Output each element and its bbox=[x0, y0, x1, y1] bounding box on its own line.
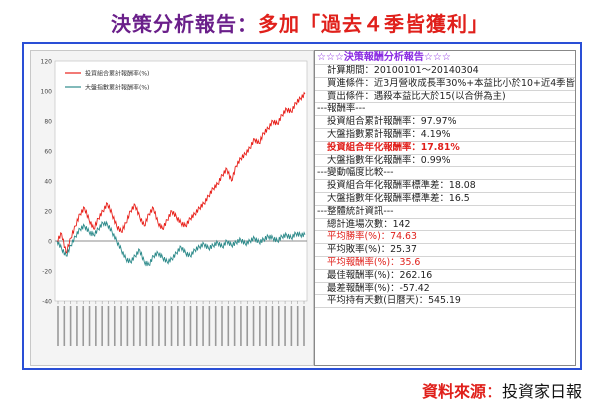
x-tick-label-stub bbox=[303, 306, 305, 346]
x-tick-label-stub bbox=[246, 306, 249, 346]
report-row: 買進條件：近3月營收成長率30%+本益比小於10+近4季皆獲利 bbox=[315, 78, 575, 91]
report-row: ---變動幅度比較--- bbox=[315, 167, 575, 181]
x-tick-label-stub bbox=[101, 306, 103, 346]
report-frame: -40 -20 0 20 40 60 80 100 120 投資組合累計報酬率(%) 大盤指數累計… bbox=[22, 42, 582, 370]
x-tick-label-stub bbox=[95, 306, 97, 346]
y-tick-label: -20 bbox=[42, 269, 52, 276]
x-tick-label-stub bbox=[57, 306, 59, 346]
x-tick-label-stub bbox=[227, 306, 230, 346]
report-row: 最差報酬率(%)：-57.42 bbox=[315, 283, 575, 296]
report-row: 大盤指數年化報酬率：0.99% bbox=[315, 155, 575, 168]
x-tick-label-stub bbox=[240, 306, 242, 346]
x-tick-label-stub bbox=[69, 306, 72, 346]
y-tick-label: 0 bbox=[48, 239, 52, 246]
x-tick-label-stub bbox=[107, 306, 110, 346]
x-tick-label-stub bbox=[290, 306, 293, 346]
page-title: 決策分析報告：多加「過去４季皆獲利」 bbox=[0, 8, 600, 37]
report-row: 投資組合累計報酬率：97.97% bbox=[315, 116, 575, 129]
report-row: 投資組合年化報酬率標準差：18.08 bbox=[315, 180, 575, 193]
x-tick-label-stub bbox=[202, 306, 204, 346]
x-tick-label-stub bbox=[259, 306, 261, 346]
x-tick-label-stub bbox=[271, 306, 274, 346]
legend-label: 投資組合累計報酬率(%) bbox=[85, 70, 149, 78]
legend-label: 大盤指數累計報酬率(%) bbox=[85, 84, 149, 92]
y-tick-label: 40 bbox=[44, 179, 52, 186]
x-tick-label-stub bbox=[183, 306, 185, 346]
report-row: 平均持有天數(日曆天)：545.19 bbox=[315, 295, 575, 309]
x-tick-label-stub bbox=[195, 306, 198, 346]
x-tick-label-stub bbox=[296, 306, 299, 346]
x-tick-label-stub bbox=[113, 306, 116, 346]
report-row: ---整體統計資訊--- bbox=[315, 206, 575, 219]
x-tick-label-stub bbox=[126, 306, 129, 346]
x-tick-label-stub bbox=[284, 306, 286, 346]
y-tick-label: -40 bbox=[42, 299, 52, 306]
x-tick-label-stub bbox=[158, 306, 160, 346]
y-tick-label: 100 bbox=[41, 89, 53, 96]
report-row: ---報酬率--- bbox=[315, 103, 575, 117]
x-tick-label-stub bbox=[214, 306, 217, 346]
report-row: 總計進場次數：142 bbox=[315, 219, 575, 232]
x-tick-label-stub bbox=[252, 306, 255, 346]
x-tick-label-stub bbox=[265, 306, 267, 346]
source-label: 資料來源 bbox=[421, 382, 486, 401]
y-tick-label: 80 bbox=[44, 119, 52, 126]
x-tick-label-stub bbox=[82, 306, 85, 346]
series-line-2 bbox=[56, 220, 306, 267]
return-chart: -40 -20 0 20 40 60 80 100 120 投資組合累計報酬率(%) 大盤指數累計… bbox=[30, 50, 314, 366]
y-tick-label: 20 bbox=[44, 209, 52, 216]
x-tick-label-stub bbox=[177, 306, 179, 346]
x-tick-label-stub bbox=[139, 306, 141, 346]
report-row: 賣出條件：遇殺本益比大於15(以合併為主) bbox=[315, 91, 575, 104]
y-tick-label: 60 bbox=[44, 149, 52, 156]
x-tick-label-stub bbox=[170, 306, 173, 346]
title-part-2: 多加「過去４季皆獲利」 bbox=[258, 12, 489, 36]
source-credit: 資料來源：投資家日報 bbox=[422, 378, 582, 402]
report-row: 投資組合年化報酬率：17.81% bbox=[315, 142, 575, 155]
report-row: 大盤指數累計報酬率：4.19% bbox=[315, 129, 575, 142]
chart-canvas: -40 -20 0 20 40 60 80 100 120 投資組合累計報酬率(%) 大盤指數累計… bbox=[41, 59, 308, 346]
analysis-report-panel: ☆☆☆決策報酬分析報告☆☆☆ 計算期間：20100101～20140304 買進條件… bbox=[314, 50, 576, 366]
source-value: 投資家日報 bbox=[501, 382, 582, 401]
plot-area bbox=[54, 60, 308, 302]
report-row: 最佳報酬率(%)：262.16 bbox=[315, 270, 575, 283]
x-tick-label-stub bbox=[76, 306, 78, 346]
x-tick-label-stub bbox=[233, 306, 236, 346]
x-tick-label-stub bbox=[132, 306, 135, 346]
x-tick-label-stub bbox=[221, 306, 223, 346]
report-row: 平均報酬率(%)：35.6 bbox=[315, 257, 575, 270]
y-tick-label: 120 bbox=[41, 59, 53, 66]
x-tick-label-stub bbox=[277, 306, 280, 346]
report-row: 平均勝率(%)：74.63 bbox=[315, 231, 575, 245]
x-tick-label-stub bbox=[88, 306, 91, 346]
x-tick-label-stub bbox=[189, 306, 192, 346]
report-row: 計算期間：20100101～20140304 bbox=[315, 65, 575, 78]
x-tick-label-stub bbox=[63, 306, 66, 346]
series-line-1 bbox=[56, 91, 306, 254]
title-part-1: 決策分析報告： bbox=[111, 12, 258, 36]
x-tick-label-stub bbox=[151, 306, 154, 346]
source-separator: ： bbox=[485, 382, 502, 401]
x-tick-label-stub bbox=[120, 306, 122, 346]
x-tick-label-stub bbox=[145, 306, 148, 346]
report-row: 大盤指數年化報酬率標準差：16.5 bbox=[315, 193, 575, 206]
report-row: ☆☆☆決策報酬分析報告☆☆☆ bbox=[315, 51, 575, 65]
report-row: 平均敗率(%)：25.37 bbox=[315, 244, 575, 257]
x-tick-label-stub bbox=[208, 306, 211, 346]
x-tick-label-stub bbox=[164, 306, 167, 346]
